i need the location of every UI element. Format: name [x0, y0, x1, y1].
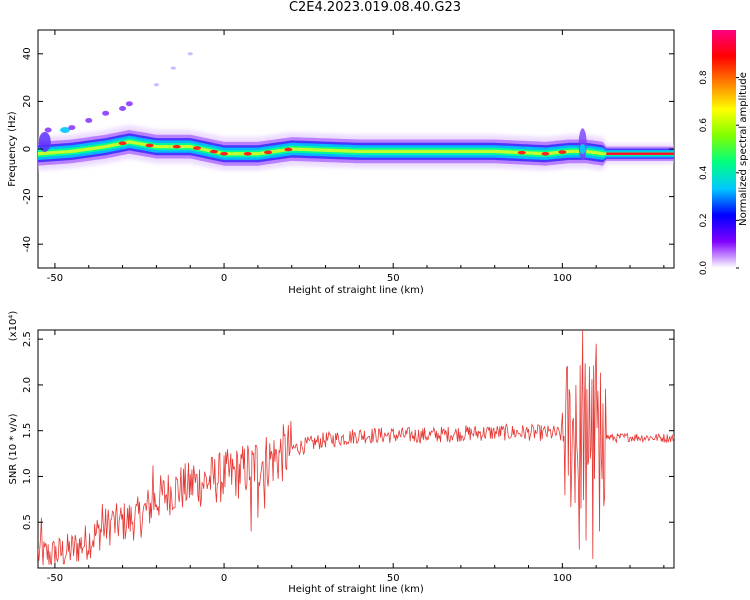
harmonic-point: [125, 101, 133, 107]
colorbar-tick: 0.8: [699, 70, 739, 85]
colorbar-tick-label: 0.8: [699, 70, 709, 85]
colorbar-tick: 0.4: [699, 165, 739, 180]
colorbar-label: Normalized spectral amplitude: [738, 72, 749, 226]
spectrogram-peak: [220, 151, 229, 156]
x-tick-label: 0: [221, 273, 227, 284]
snr-y-ticks: 0.5 1.0 1.5 2.0 2.5: [22, 331, 674, 530]
y-tick-label: 0.5: [22, 514, 33, 530]
snr-y-multiplier: (x10⁴): [8, 311, 19, 342]
colorbar-tick-label: 0.2: [699, 213, 709, 227]
colorbar-gradient: [712, 30, 736, 268]
harmonic-point: [102, 110, 110, 116]
x-tick-label: 50: [387, 273, 400, 284]
x-tick: -50: [47, 30, 63, 284]
y-tick-label: 2.0: [22, 377, 33, 393]
spectrogram-peak: [558, 150, 567, 154]
y-tick-label: 0: [22, 146, 33, 152]
x-tick: 0: [221, 30, 227, 284]
spectrogram-peak: [541, 151, 550, 156]
y-tick: 0.5: [22, 514, 674, 530]
spectrogram-peak: [517, 150, 526, 155]
x-tick-label: 0: [221, 573, 227, 584]
harmonic-point: [85, 117, 93, 123]
spectrogram-peak: [209, 149, 218, 154]
colorbar-tick: 0.2: [699, 213, 739, 228]
y-tick: 2.5: [22, 331, 674, 347]
y-tick: 1.5: [22, 423, 674, 439]
x-tick: 100: [553, 330, 572, 584]
y-tick: 2.0: [22, 377, 674, 393]
spectrogram-content: [38, 52, 674, 171]
spectrogram-disturbance: [579, 144, 586, 154]
snr-panel: -50 0 50 100 0.5 1.0 1.5 2.0 2.5 Height of stra…: [8, 311, 675, 595]
x-tick-label: 100: [553, 573, 572, 584]
x-tick-label: 100: [553, 273, 572, 284]
y-tick-label: 1.0: [22, 469, 33, 485]
x-tick: 50: [387, 30, 400, 284]
x-tick-label: -50: [47, 273, 63, 284]
page-title: C2E4.2023.019.08.40.G23: [288, 0, 462, 15]
harmonic-point: [44, 127, 52, 133]
x-tick: -50: [47, 330, 63, 584]
x-tick-label: -50: [47, 573, 63, 584]
spectrogram-peak: [264, 150, 273, 155]
colorbar-tick-label: 0.4: [699, 165, 709, 180]
spectrogram-peak: [172, 144, 181, 149]
spectrogram-peak: [284, 147, 293, 152]
colorbar: 0.0 0.2 0.4 0.6 0.8 Normalized spectral ampl…: [699, 30, 749, 275]
y-tick-label: 2.5: [22, 331, 33, 347]
spectrogram-x-ticks: -50 0 50 100: [47, 30, 665, 284]
spectrogram-edge: [38, 131, 51, 152]
snr-x-axis-label: Height of straight line (km): [288, 584, 424, 595]
snr-series-line: [38, 330, 674, 566]
y-tick: -20: [22, 188, 674, 205]
harmonic-point: [119, 106, 127, 112]
y-tick-label: 20: [22, 95, 33, 108]
harmonic-point: [187, 52, 193, 56]
colorbar-tick: 0.6: [699, 118, 739, 133]
spectrogram-peak: [243, 151, 252, 156]
spectrogram-panel: -50 0 50 100 -40 -20 0 20 40 Height of straight…: [7, 29, 675, 296]
harmonic-point: [68, 125, 76, 131]
colorbar-tick-label: 0.6: [699, 118, 709, 133]
spectrogram-band: [38, 140, 674, 156]
x-tick: 50: [387, 330, 400, 584]
x-tick: 0: [221, 330, 227, 584]
y-tick-label: 1.5: [22, 423, 33, 439]
y-tick-label: -20: [22, 188, 33, 204]
harmonic-point: [170, 66, 176, 70]
harmonic-point: [153, 83, 160, 87]
spectrogram-y-axis-label: Frequency (Hz): [7, 111, 18, 187]
snr-x-ticks: -50 0 50 100: [47, 330, 665, 584]
x-tick-label: 50: [387, 573, 400, 584]
y-tick: 1.0: [22, 469, 674, 485]
x-tick: 100: [553, 30, 572, 284]
spectrogram-peak: [118, 141, 127, 146]
y-tick-label: -40: [22, 236, 33, 252]
spectrogram-x-axis-label: Height of straight line (km): [288, 285, 424, 296]
colorbar-tick: 0.0: [699, 261, 739, 276]
y-tick: -40: [22, 236, 674, 252]
spectrogram-y-ticks: -40 -20 0 20 40: [22, 47, 674, 252]
y-tick: 0: [22, 146, 674, 152]
snr-content: [38, 330, 674, 566]
snr-y-axis-label: SNR (10 * v/v): [8, 413, 19, 484]
y-tick: 40: [22, 47, 674, 60]
colorbar-tick-label: 0.0: [699, 261, 709, 276]
spectrogram-edge: [60, 126, 71, 133]
colorbar-ticks: 0.0 0.2 0.4 0.6 0.8: [699, 70, 739, 275]
y-tick: 20: [22, 95, 674, 108]
y-tick-label: 40: [22, 47, 33, 60]
spectrogram-peak: [193, 146, 201, 150]
spectrogram-peak: [145, 143, 154, 148]
